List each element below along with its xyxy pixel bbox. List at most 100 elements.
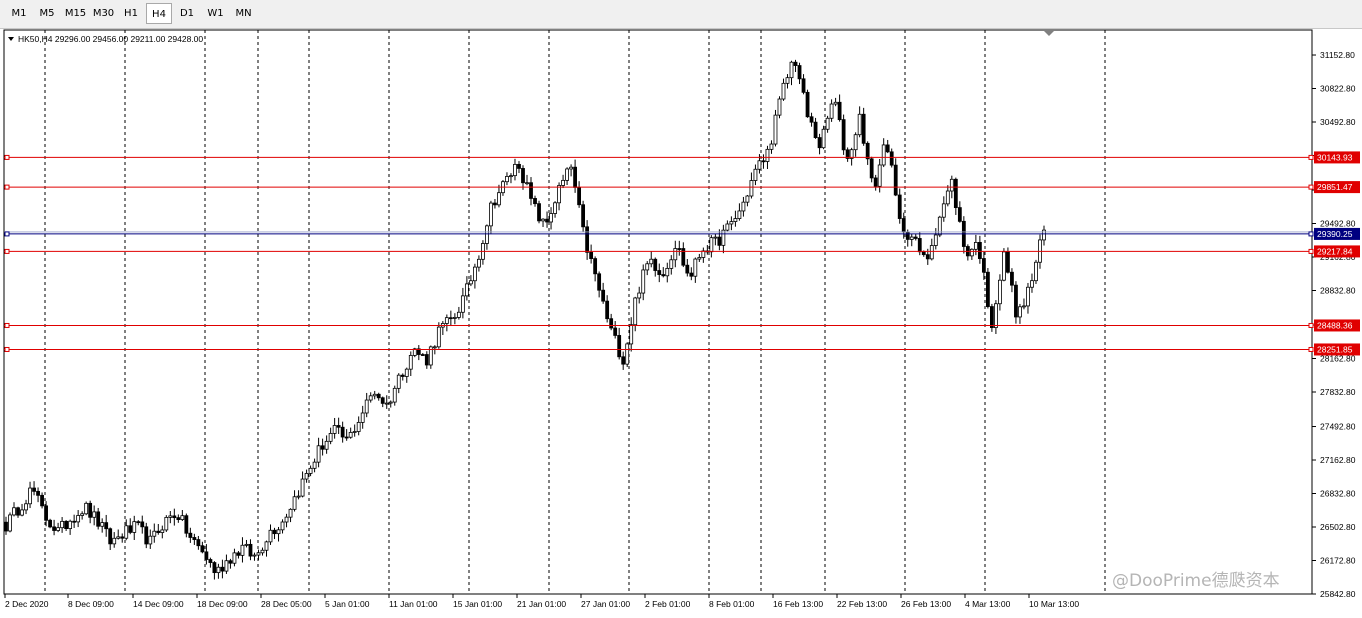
candle-bear: [64, 520, 69, 529]
candle-bull: [637, 292, 642, 299]
timeframe-button-m1[interactable]: M1: [11, 8, 27, 19]
y-axis-label: 26172.80: [1320, 556, 1356, 566]
candle-bull: [1034, 261, 1038, 282]
level-price-label: 29217.84: [1317, 246, 1353, 256]
candle-bull: [1018, 306, 1022, 318]
level-price-label-bg: [1314, 319, 1360, 332]
candle-bear: [184, 515, 189, 534]
candle-bear: [885, 144, 890, 153]
candle-bull: [513, 163, 517, 177]
timeframe-button-m15[interactable]: M15: [64, 8, 87, 19]
level-handle-right[interactable]: [1308, 346, 1314, 352]
level-handle-right[interactable]: [1308, 154, 1314, 160]
candle-bear: [140, 521, 145, 528]
level-handle-right[interactable]: [1308, 322, 1314, 328]
candle-bull: [368, 395, 373, 401]
level-price-label-bg: [1314, 245, 1360, 258]
candle-bull: [124, 525, 129, 539]
candle-bear: [336, 425, 341, 428]
level-handle-left[interactable]: [4, 322, 10, 328]
candle-bear: [613, 327, 618, 336]
candle-bear: [657, 270, 662, 275]
candle-bull: [28, 487, 32, 505]
candle-bull: [877, 164, 882, 187]
candle-bull: [436, 326, 441, 348]
candle-bear: [809, 116, 814, 123]
price-chart[interactable]: HK50,H4 29296.00 29456.00 29211.00 29428…: [0, 28, 1362, 614]
x-axis-label: 21 Jan 01:00: [517, 599, 566, 609]
candle-bull: [849, 149, 854, 159]
level-handle-left[interactable]: [4, 346, 10, 352]
candle-bear: [340, 426, 345, 438]
candle-bull: [713, 236, 718, 239]
candle-bear: [4, 521, 8, 532]
candle-bull: [76, 515, 81, 523]
level-handle-left[interactable]: [4, 184, 10, 190]
candle-bull: [553, 202, 557, 214]
x-axis-label: 10 Mar 13:00: [1029, 599, 1079, 609]
timeframe-button-h4[interactable]: H4: [146, 3, 172, 24]
candle-bull: [456, 311, 461, 318]
timeframe-button-w1[interactable]: W1: [207, 8, 224, 19]
candle-bear: [601, 289, 606, 302]
candle-bull: [284, 516, 289, 523]
candle-bull: [733, 218, 738, 222]
candle-bear: [1010, 271, 1014, 286]
y-axis-label: 31152.80: [1320, 50, 1355, 60]
candle-bull: [464, 283, 469, 297]
candle-bear: [925, 254, 930, 260]
candle-bull: [769, 143, 774, 150]
timeframe-button-m5[interactable]: M5: [39, 8, 55, 19]
candle-bull: [276, 529, 281, 535]
candle-bull: [641, 269, 646, 294]
candle-bear: [144, 526, 149, 545]
candle-bear: [172, 515, 177, 519]
x-axis-label: 2 Dec 2020: [5, 599, 49, 609]
candle-bear: [981, 258, 986, 273]
timeframe-button-h1[interactable]: H1: [124, 8, 138, 19]
timeframe-button-m30[interactable]: M30: [92, 8, 115, 19]
candle-bull: [384, 402, 389, 405]
candle-bull: [304, 473, 309, 480]
candle-bear: [797, 65, 802, 80]
candle-bull: [994, 303, 998, 328]
candle-bull: [937, 216, 942, 236]
candle-bull: [352, 431, 357, 433]
candle-bull: [753, 168, 758, 181]
candle-bear: [901, 218, 906, 233]
candle-bull: [288, 508, 293, 518]
candle-bull: [829, 103, 834, 119]
chart-shift-marker-icon[interactable]: [1044, 31, 1054, 36]
candle-bull: [1026, 286, 1030, 307]
candle-bear: [104, 522, 109, 530]
candle-bear: [793, 61, 798, 66]
candle-bear: [609, 318, 614, 329]
candle-bull: [525, 182, 529, 185]
level-handle-right[interactable]: [1308, 248, 1314, 254]
timeframe-button-d1[interactable]: D1: [179, 8, 195, 19]
x-axis-label: 11 Jan 01:00: [389, 599, 438, 609]
candle-bull: [941, 203, 946, 218]
level-handle-right[interactable]: [1308, 184, 1314, 190]
bid-handle-left[interactable]: [4, 231, 10, 237]
candle-bear: [416, 348, 421, 355]
candle-bear: [120, 536, 125, 539]
timeframe-button-mn[interactable]: MN: [235, 8, 252, 19]
chart-menu-triangle-icon[interactable]: [8, 37, 14, 41]
y-axis-label: 28162.80: [1320, 354, 1356, 364]
candle-bull: [428, 346, 433, 366]
level-handle-left[interactable]: [4, 154, 10, 160]
level-handle-left[interactable]: [4, 248, 10, 254]
chart-header-text: HK50,H4 29296.00 29456.00 29211.00 29428…: [18, 34, 203, 44]
candle-bear: [493, 202, 497, 206]
candle-bull: [933, 234, 938, 246]
x-axis-label: 22 Feb 13:00: [837, 599, 887, 609]
candle-bull: [116, 536, 121, 539]
candle-bull: [789, 61, 794, 79]
candle-bear: [917, 238, 922, 253]
bid-handle-right[interactable]: [1308, 231, 1314, 237]
candle-bear: [380, 397, 385, 404]
candle-bull: [256, 552, 261, 556]
candle-bear: [869, 158, 874, 179]
candle-bear: [344, 436, 349, 439]
